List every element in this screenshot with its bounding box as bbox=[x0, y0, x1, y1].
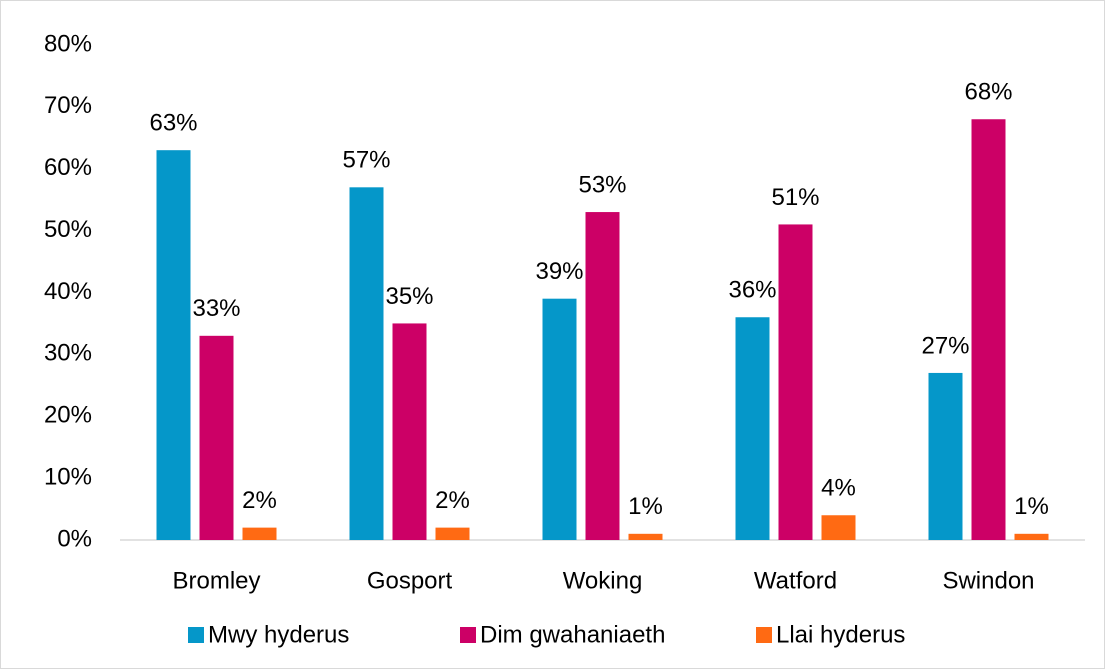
data-label: 4% bbox=[821, 475, 856, 502]
bar bbox=[199, 335, 234, 540]
bar bbox=[928, 372, 963, 540]
y-tick-label: 30% bbox=[44, 340, 92, 367]
bar bbox=[392, 323, 427, 540]
data-label: 27% bbox=[921, 332, 969, 359]
bar bbox=[349, 187, 384, 540]
bar bbox=[735, 317, 770, 540]
bar bbox=[628, 533, 663, 540]
data-label: 51% bbox=[771, 184, 819, 211]
x-tick-label: Gosport bbox=[367, 567, 453, 594]
bar bbox=[778, 224, 813, 540]
data-label: 57% bbox=[342, 147, 390, 174]
y-tick-label: 80% bbox=[44, 30, 92, 57]
x-tick-label: Swindon bbox=[942, 567, 1034, 594]
y-tick-label: 10% bbox=[44, 463, 92, 490]
x-tick-label: Watford bbox=[754, 567, 837, 594]
x-tick-label: Bromley bbox=[172, 567, 260, 594]
legend-label: Dim gwahaniaeth bbox=[480, 621, 665, 648]
data-label: 33% bbox=[192, 295, 240, 322]
y-tick-label: 20% bbox=[44, 402, 92, 429]
legend-swatch bbox=[460, 627, 476, 643]
bar bbox=[435, 527, 470, 540]
legend-label: Mwy hyderus bbox=[208, 621, 349, 648]
data-label: 1% bbox=[628, 493, 663, 520]
data-label: 2% bbox=[242, 487, 277, 514]
y-tick-label: 40% bbox=[44, 278, 92, 305]
data-label: 2% bbox=[435, 487, 470, 514]
data-label: 1% bbox=[1014, 493, 1049, 520]
bar bbox=[585, 212, 620, 540]
data-label: 53% bbox=[578, 171, 626, 198]
legend-label: Llai hyderus bbox=[776, 621, 905, 648]
bar bbox=[821, 515, 856, 540]
data-label: 63% bbox=[149, 110, 197, 137]
bar bbox=[971, 119, 1006, 540]
legend-swatch bbox=[756, 627, 772, 643]
y-tick-label: 0% bbox=[57, 525, 92, 552]
data-label: 35% bbox=[385, 283, 433, 310]
bar bbox=[242, 527, 277, 540]
data-label: 68% bbox=[964, 79, 1012, 106]
y-tick-label: 50% bbox=[44, 216, 92, 243]
bar bbox=[1014, 533, 1049, 540]
x-tick-label: Woking bbox=[563, 567, 643, 594]
y-tick-label: 70% bbox=[44, 92, 92, 119]
data-label: 36% bbox=[728, 277, 776, 304]
data-label: 39% bbox=[535, 258, 583, 285]
legend-swatch bbox=[188, 627, 204, 643]
y-tick-label: 60% bbox=[44, 154, 92, 181]
bar bbox=[156, 150, 191, 540]
bar bbox=[542, 298, 577, 540]
